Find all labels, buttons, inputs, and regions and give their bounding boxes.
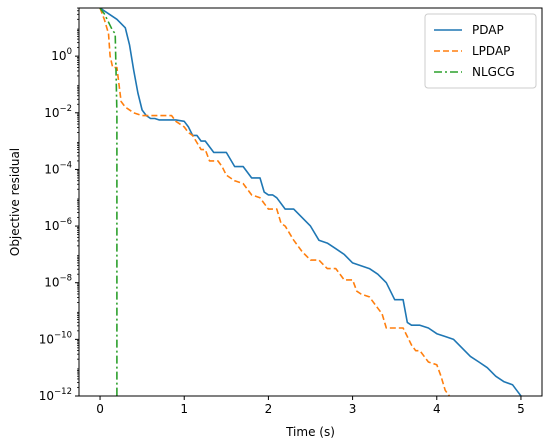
y-tick-label: 10−6 xyxy=(44,217,72,233)
legend-label: PDAP xyxy=(472,23,504,37)
legend: PDAP LPDAP NLGCG xyxy=(424,13,537,89)
y-axis-label: Objective residual xyxy=(8,148,22,256)
series-line-pdap xyxy=(99,8,522,396)
x-tick-label: 2 xyxy=(265,402,273,416)
y-axis: 100 10−2 10−4 10−6 10−8 10−10 10−12 xyxy=(39,7,79,403)
y-tick-label: 10−2 xyxy=(44,104,72,120)
x-axis: 0 1 2 3 4 5 xyxy=(96,396,525,416)
x-tick-label: 4 xyxy=(433,402,441,416)
y-tick-label: 10−10 xyxy=(39,330,72,346)
legend-label: LPDAP xyxy=(472,44,510,58)
y-tick-label: 10−12 xyxy=(39,387,72,403)
y-tick-label: 10−4 xyxy=(44,160,72,176)
y-tick-label: 10−8 xyxy=(44,274,72,290)
y-tick-label: 100 xyxy=(51,47,72,63)
series-line-nlgcg xyxy=(99,8,118,396)
x-tick-label: 0 xyxy=(96,402,104,416)
legend-label: NLGCG xyxy=(472,65,515,79)
x-tick-label: 3 xyxy=(349,402,357,416)
x-tick-label: 1 xyxy=(180,402,188,416)
legend-box xyxy=(424,13,537,89)
x-tick-label: 5 xyxy=(517,402,525,416)
x-axis-label: Time (s) xyxy=(285,425,335,439)
series-layer xyxy=(99,8,522,396)
series-line-lpdap xyxy=(99,8,451,396)
